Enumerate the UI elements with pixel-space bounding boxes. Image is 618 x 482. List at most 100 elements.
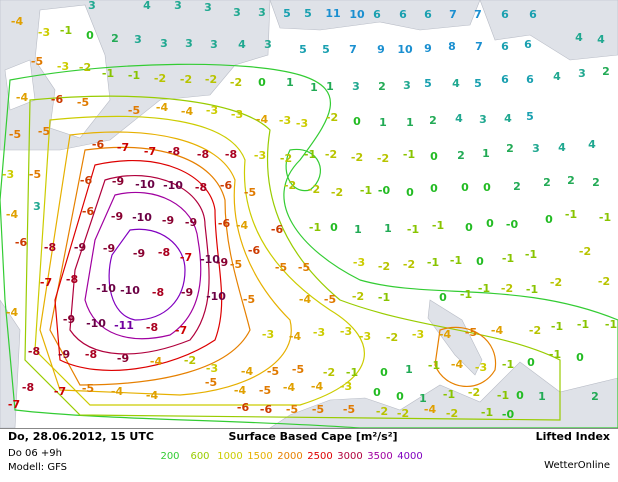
lifted-index-label: -7 — [175, 324, 187, 337]
lifted-index-label: -4 — [150, 355, 163, 368]
date: Do, 28.06.2012, 15 UTC — [8, 430, 154, 443]
lifted-index-label: -3 — [279, 114, 291, 127]
model: Modell: GFS — [8, 462, 67, 473]
lifted-index-label: 0 — [527, 356, 535, 369]
lifted-index-label: 2 — [567, 174, 575, 187]
cape-contours — [0, 63, 618, 429]
lifted-index-label: -5 — [292, 363, 304, 376]
lifted-index-label: 5 — [304, 7, 312, 20]
lifted-index-label: -1 — [407, 223, 419, 236]
lifted-index-label: 4 — [558, 141, 566, 154]
lifted-index-label: -6 — [248, 244, 261, 257]
lifted-index-label: 0 — [576, 351, 584, 364]
lifted-index-label: -3 — [231, 108, 243, 121]
lifted-index-label: -2 — [377, 152, 389, 165]
lifted-index-label: 5 — [424, 77, 432, 90]
lifted-index-label: 0 — [430, 150, 438, 163]
lifted-index-label: -8 — [44, 241, 56, 254]
lifted-index-label: 3 — [204, 1, 212, 14]
lifted-index-label: 1 — [419, 392, 427, 405]
lifted-index-label: -5 — [312, 403, 324, 416]
run: Do 06 +9h — [8, 448, 62, 459]
lifted-index-label: 2 — [506, 142, 514, 155]
lifted-index-label: 3 — [479, 113, 487, 126]
brand: WetterOnline — [544, 460, 610, 471]
lifted-index-label: -2 — [308, 183, 320, 196]
lifted-index-label: -3 — [38, 26, 50, 39]
legend-value: 3000 — [337, 451, 362, 462]
lifted-index-label: 0 — [86, 29, 94, 42]
lifted-index-label: -11 — [114, 319, 134, 332]
lifted-index-label: 3 — [403, 79, 411, 92]
lifted-index-label: 9 — [377, 43, 385, 56]
lifted-index-label: -2 — [403, 258, 415, 271]
lifted-index-label: 1 — [354, 223, 362, 236]
lifted-index-label: -2 — [284, 179, 296, 192]
lifted-index-label: 1 — [406, 116, 414, 129]
legend-value: 2500 — [307, 451, 332, 462]
lifted-index-label: -4 — [439, 328, 452, 341]
lifted-index-label: -6 — [80, 174, 93, 187]
lifted-index-label: 5 — [474, 77, 482, 90]
lifted-index-label: 6 — [501, 40, 509, 53]
lifted-index-label: -6 — [237, 401, 250, 414]
lifted-index-label: -4 — [491, 324, 504, 337]
lifted-index-label: -4 — [451, 358, 464, 371]
lifted-index-label: 4 — [588, 138, 596, 151]
lifted-index-label: -2 — [446, 407, 458, 420]
british-isles — [4, 4, 111, 139]
lifted-index-label: 4 — [452, 77, 460, 90]
lifted-index-label: -3 — [296, 117, 308, 130]
lifted-index-label: 2 — [457, 149, 465, 162]
lifted-index-label: -2 — [79, 61, 91, 74]
legend-value: 3500 — [367, 451, 392, 462]
lifted-index-label: -2 — [230, 76, 242, 89]
lifted-index-label: -1 — [605, 318, 617, 331]
lifted-index-label: -4 — [156, 101, 169, 114]
lifted-index-label: -8 — [22, 381, 34, 394]
lifted-index-label: 0 — [258, 76, 266, 89]
lifted-index-label: 3 — [233, 6, 241, 19]
lifted-index-label: -4 — [283, 381, 296, 394]
lifted-index-label: -1 — [577, 318, 589, 331]
lifted-index-label: 8 — [448, 40, 456, 53]
lifted-index-label: -3 — [262, 328, 274, 341]
lifted-index-label: -2 — [326, 111, 338, 124]
lifted-index-label: -4 — [311, 380, 324, 393]
lifted-index-label: -5 — [205, 376, 217, 389]
lifted-index-label: -8 — [158, 246, 170, 259]
lifted-index-label: 3 — [174, 0, 182, 12]
lifted-index-label: -5 — [286, 403, 298, 416]
lifted-index-label: -10 — [200, 253, 220, 266]
lifted-index-label: -5 — [38, 125, 50, 138]
lifted-index-label: -3 — [353, 256, 365, 269]
lifted-index-label: -3 — [313, 326, 325, 339]
lifted-index-label: -9 — [216, 256, 228, 269]
lifted-index-label: 2 — [543, 176, 551, 189]
lifted-index-label: -8 — [28, 345, 40, 358]
lifted-index-label: 7 — [349, 43, 357, 56]
lifted-index-label: -2 — [579, 245, 591, 258]
lifted-index-label: 2 — [602, 65, 610, 78]
lifted-index-label: -5 — [230, 258, 242, 271]
lifted-index-label: -6 — [220, 179, 233, 192]
lifted-index-label: -2 — [280, 152, 292, 165]
legend-value: 1000 — [217, 451, 242, 462]
lifted-index-label: -1 — [525, 248, 537, 261]
lifted-index-label: 2 — [111, 32, 119, 45]
lifted-index-label: -7 — [117, 141, 129, 154]
lifted-index-label: 4 — [553, 70, 561, 83]
lifted-index-label: -0 — [378, 184, 391, 197]
lifted-index-label: 4 — [575, 31, 583, 44]
map-title: Surface Based Cape [m²/s²] — [228, 430, 397, 443]
lifted-index-label: -5 — [267, 365, 279, 378]
lifted-index-label: -4 — [241, 365, 254, 378]
lifted-index-label: 0 — [516, 389, 524, 402]
lifted-index-label: 10 — [349, 8, 365, 21]
lifted-index-label: 6 — [399, 8, 407, 21]
lifted-index-label: -2 — [154, 72, 166, 85]
lifted-index-label: 10 — [397, 43, 413, 56]
lifted-index-label: 1 — [384, 222, 392, 235]
lifted-index-label: -3 — [475, 361, 487, 374]
